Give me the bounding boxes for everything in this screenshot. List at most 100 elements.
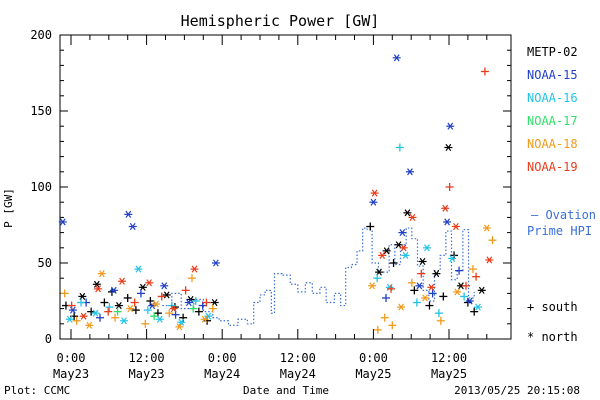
marker-noaa-19-north — [408, 213, 417, 221]
marker-noaa-18-south — [373, 325, 382, 334]
marker-noaa-19-south — [104, 307, 113, 316]
marker-noaa-15-north — [405, 168, 414, 176]
marker-noaa-15-north — [443, 218, 452, 226]
marker-noaa-19-south — [387, 284, 396, 293]
marker-noaa-16-north — [422, 244, 431, 252]
marker-noaa-15-south — [136, 289, 145, 298]
y-axis-label-text: P [GW] — [2, 188, 15, 228]
legend-item-metp-02: METP-02 — [527, 45, 578, 59]
hpi-line — [162, 227, 475, 326]
marker-metp-02-south — [389, 259, 398, 267]
marker-noaa-16-north — [385, 283, 394, 291]
marker-noaa-16-south — [143, 306, 152, 315]
x-tick-label-date: May25 — [355, 367, 391, 381]
marker-metp-02-south — [194, 307, 203, 316]
y-axis-label: P [GW] — [2, 188, 15, 228]
marker-noaa-19-north — [370, 189, 379, 197]
marker-metp-02-south — [366, 222, 375, 231]
marker-noaa-16-north — [473, 303, 482, 311]
data-markers — [58, 54, 497, 334]
marker-noaa-18-south — [141, 319, 150, 328]
marker-noaa-17-south — [150, 312, 159, 321]
marker-noaa-19-north — [190, 265, 199, 273]
marker-noaa-18-north — [482, 224, 491, 232]
marker-noaa-19-south — [130, 298, 139, 307]
marker-key-south: + south — [527, 300, 578, 314]
marker-metp-02-south — [410, 286, 419, 295]
legend-item-noaa-16: NOAA-16 — [527, 91, 578, 105]
marker-noaa-18-north — [368, 282, 377, 290]
marker-metp-02-south — [439, 292, 448, 301]
marker-noaa-18-north — [453, 288, 462, 296]
marker-noaa-19-north — [118, 277, 127, 285]
marker-noaa-19-north — [169, 305, 178, 313]
marker-noaa-19-south — [462, 281, 471, 290]
marker-noaa-16-north — [91, 309, 100, 317]
marker-metp-02-south — [131, 306, 140, 315]
marker-noaa-15-north — [465, 297, 474, 305]
marker-noaa-16-north — [448, 254, 457, 263]
marker-noaa-15-north — [109, 286, 118, 294]
marker-noaa-19-south — [157, 292, 166, 301]
x-tick-label-time: 0:00 — [359, 351, 388, 365]
marker-noaa-16-south — [460, 292, 469, 301]
marker-noaa-18-south — [380, 313, 389, 322]
marker-metp-02-north — [114, 301, 123, 310]
marker-noaa-15-north — [128, 222, 137, 231]
marker-noaa-18-south — [407, 278, 416, 287]
x-tick-label-date: May24 — [280, 367, 316, 381]
footer-left: Plot: CCMC — [4, 384, 70, 397]
marker-noaa-16-north — [155, 315, 164, 323]
marker-metp-02-north — [418, 257, 427, 266]
marker-noaa-16-north — [177, 318, 186, 326]
x-axis-label: Date and Time — [243, 384, 329, 397]
marker-noaa-16-north — [401, 251, 410, 259]
legend-item-noaa-19: NOAA-19 — [527, 160, 578, 174]
marker-noaa-18-south — [187, 274, 196, 283]
x-tick-label-date: May23 — [53, 367, 89, 381]
marker-noaa-18-south — [72, 316, 81, 325]
marker-noaa-19-south — [67, 301, 76, 310]
marker-noaa-19-north — [441, 204, 450, 212]
marker-noaa-15-north — [184, 298, 193, 307]
marker-noaa-16-north — [65, 315, 74, 323]
marker-noaa-16-south — [191, 297, 200, 305]
marker-noaa-16-north — [119, 317, 128, 325]
marker-noaa-15-north — [415, 282, 424, 290]
y-tick-label: 100 — [30, 180, 52, 194]
marker-noaa-15-north — [446, 122, 455, 130]
x-tick-label-time: 0:00 — [208, 351, 237, 365]
marker-noaa-18-north — [85, 321, 94, 329]
marker-metp-02-north — [78, 292, 87, 301]
marker-noaa-16-south — [412, 298, 421, 307]
marker-noaa-17-south — [113, 307, 122, 316]
marker-noaa-16-south — [77, 298, 86, 307]
marker-noaa-16-south — [373, 274, 382, 283]
marker-metp-02-north — [375, 268, 384, 276]
marker-noaa-18-south — [488, 236, 497, 245]
marker-noaa-15-north — [392, 54, 401, 62]
marker-noaa-16-south — [434, 309, 443, 318]
marker-noaa-18-north — [152, 300, 161, 308]
marker-noaa-19-south — [480, 67, 489, 76]
chart-title: Hemispheric Power [GW] — [181, 12, 380, 30]
x-tick-label-time: 0:00 — [57, 351, 86, 365]
marker-noaa-15-north — [124, 210, 133, 218]
marker-noaa-19-north — [451, 222, 460, 231]
marker-noaa-18-north — [126, 305, 135, 313]
marker-noaa-15-north — [68, 306, 77, 314]
marker-noaa-15-south — [382, 293, 390, 302]
ovation-label-line1: – Ovation — [531, 208, 596, 222]
marker-metp-02-south — [425, 301, 434, 310]
marker-noaa-18-south — [111, 313, 120, 322]
marker-noaa-15-south — [95, 313, 104, 322]
marker-noaa-18-north — [97, 270, 106, 278]
marker-noaa-15-north — [160, 282, 169, 290]
legend-item-noaa-17: NOAA-17 — [527, 114, 578, 128]
marker-metp-02-north — [403, 209, 412, 217]
marker-noaa-19-south — [181, 286, 190, 295]
x-tick-label-time: 12:00 — [129, 351, 165, 365]
y-tick-label: 200 — [30, 28, 52, 42]
footer-right: 2013/05/25 20:15:08 — [454, 384, 580, 397]
marker-metp-02-north — [92, 280, 101, 288]
